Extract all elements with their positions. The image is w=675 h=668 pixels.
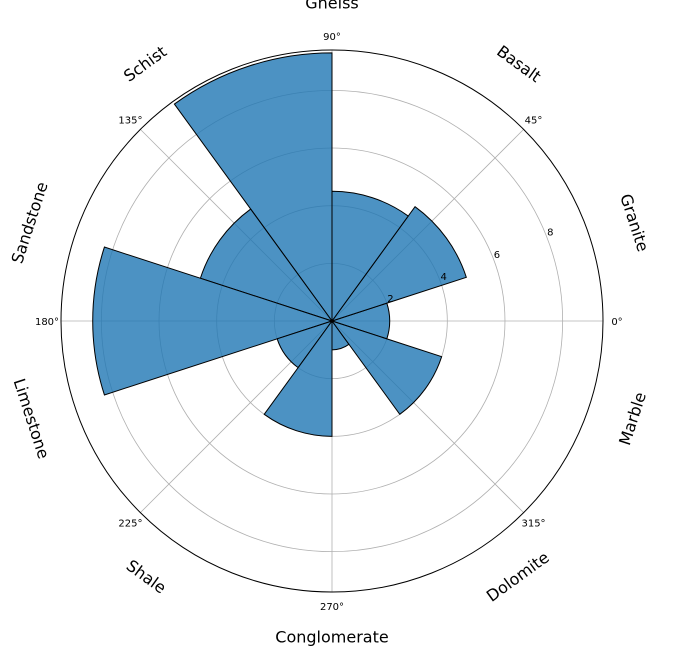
bar-sandstone bbox=[199, 208, 334, 322]
angle-tick-label: 270° bbox=[320, 602, 344, 613]
category-label-gneiss: Gneiss bbox=[305, 0, 359, 13]
radial-tick-label: 6 bbox=[494, 250, 500, 261]
category-label-dolomite: Dolomite bbox=[483, 548, 553, 606]
angle-tick-label: 0° bbox=[611, 317, 622, 328]
angle-ticks: 0° 45° 90° 135° 180° 225° 270° 315° bbox=[35, 32, 623, 613]
category-label-shale: Shale bbox=[123, 556, 170, 597]
angle-tick-label: 180° bbox=[35, 317, 59, 328]
category-label-basalt: Basalt bbox=[493, 41, 544, 86]
angle-tick-label: 45° bbox=[525, 115, 543, 126]
bar-basalt bbox=[330, 206, 467, 322]
bar-gneiss bbox=[331, 190, 409, 323]
angle-tick-label: 225° bbox=[118, 519, 142, 530]
polar-frame bbox=[60, 49, 604, 593]
category-label-granite: Granite bbox=[616, 192, 652, 254]
bar-marble bbox=[330, 320, 443, 415]
category-label-marble: Marble bbox=[615, 390, 650, 448]
bars-layer bbox=[92, 52, 467, 437]
category-label-conglomerate: Conglomerate bbox=[275, 628, 388, 647]
angle-tick-label: 135° bbox=[118, 115, 142, 126]
category-label-limestone: Limestone bbox=[10, 376, 54, 461]
radial-tick-label: 8 bbox=[547, 228, 553, 239]
radial-ticks: 2 4 6 8 bbox=[387, 228, 553, 305]
radial-tick-label: 2 bbox=[387, 294, 393, 305]
radial-tick-label: 4 bbox=[441, 272, 447, 283]
category-label-sandstone: Sandstone bbox=[7, 180, 51, 266]
angle-tick-label: 315° bbox=[521, 519, 545, 530]
angle-tick-label: 90° bbox=[323, 32, 341, 43]
bar-conglomerate bbox=[263, 319, 333, 437]
category-label-schist: Schist bbox=[120, 42, 170, 86]
bar-limestone bbox=[92, 246, 334, 396]
bar-schist bbox=[173, 52, 333, 323]
